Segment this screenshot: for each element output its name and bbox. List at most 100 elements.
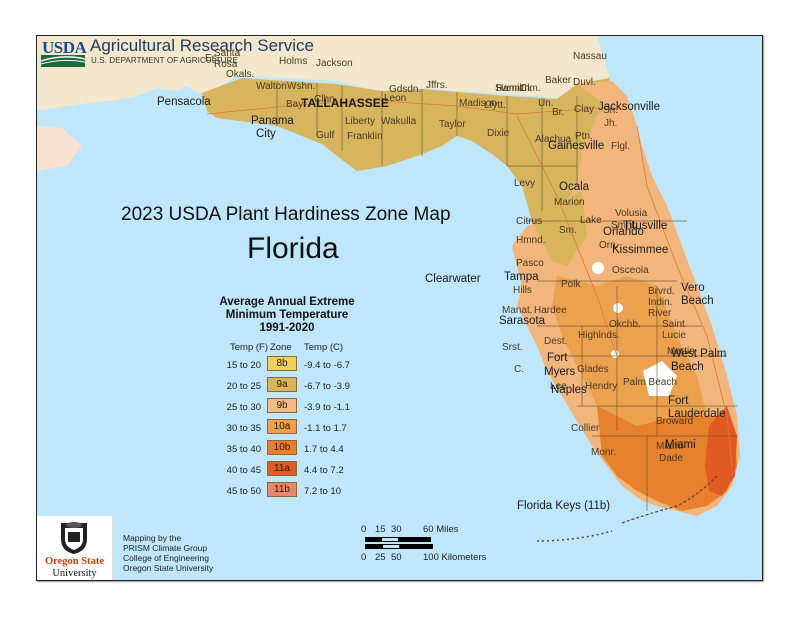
county-label: Bay xyxy=(286,99,304,110)
county-label: Duvl. xyxy=(573,77,596,88)
osu-beaver-shield-icon xyxy=(61,522,87,554)
scale-miles-30: 30 xyxy=(391,524,402,535)
osu-university: University xyxy=(52,568,97,579)
county-label: Baker xyxy=(545,75,572,86)
county-label: Wakulla xyxy=(381,116,417,127)
county-label: Flgl. xyxy=(611,141,630,152)
legend-temp-f: 40 to 45 xyxy=(226,465,261,476)
county-label: Indin. xyxy=(648,297,673,308)
legend-temp-f: 35 to 40 xyxy=(226,444,261,455)
county-label: Santa xyxy=(214,48,241,59)
county-label: Marion xyxy=(554,197,585,208)
county-label: C. xyxy=(514,364,524,375)
florida-hardiness-map xyxy=(37,36,762,542)
legend-swatch-9a: 9a xyxy=(267,377,297,392)
county-label: Glades xyxy=(577,364,609,375)
legend-row-10a: 30 to 35 10a -1.1 to 1.7 xyxy=(197,419,377,440)
city-label: Beach xyxy=(681,295,714,307)
county-label: Polk xyxy=(561,279,581,290)
scale-km-bar xyxy=(365,544,433,549)
legend-col-f: Temp (F) xyxy=(230,342,268,353)
legend-swatch-9b: 9b xyxy=(267,398,297,413)
legend-temp-c: 4.4 to 7.2 xyxy=(304,465,344,476)
city-label: Beach xyxy=(671,361,704,373)
scale-km-100: 100 Kilometers xyxy=(423,552,487,563)
city-label: Orlando xyxy=(603,226,644,238)
osu-logo: Oregon State University xyxy=(37,516,113,580)
legend-row-11a: 40 to 45 11a 4.4 to 7.2 xyxy=(197,461,377,482)
county-label: Jackson xyxy=(316,58,353,69)
legend-temp-f: 30 to 35 xyxy=(226,423,261,434)
county-label: Dixie xyxy=(487,128,510,139)
header: USDA Agricultural Research Service U.S. … xyxy=(37,36,762,68)
county-label: Okchb. xyxy=(609,319,641,330)
scale-miles-60: 60 Miles xyxy=(423,524,459,535)
legend-title-line2: Minimum Temperature xyxy=(225,309,349,321)
county-label: Okals. xyxy=(226,69,255,80)
legend-temp-c: 1.7 to 4.4 xyxy=(304,444,344,455)
county-label: Sn. xyxy=(603,105,619,116)
county-label: Es. xyxy=(205,53,220,64)
legend-swatch-8b: 8b xyxy=(267,356,297,371)
legend-temp-f: 45 to 50 xyxy=(226,486,261,497)
county-label: Saint xyxy=(662,319,685,330)
county-label: Liberty xyxy=(345,116,376,127)
city-label: Kissimmee xyxy=(612,244,669,256)
county-label: Holms xyxy=(279,56,308,67)
county-label: Rosa xyxy=(214,59,238,70)
legend-temp-f: 15 to 20 xyxy=(226,360,261,371)
legend-swatch-11b: 11b xyxy=(267,482,297,497)
legend-title-line3: 1991-2020 xyxy=(259,322,315,334)
city-label: Myers xyxy=(544,366,576,378)
county-label: Hendry xyxy=(585,381,618,392)
county-label: Walton xyxy=(256,81,287,92)
credits: Mapping by the PRISM Climate Group Colle… xyxy=(123,533,213,573)
county-label: Jh. xyxy=(604,118,618,129)
legend-temp-c: -6.7 to -3.9 xyxy=(304,381,350,392)
county-label: Orn. xyxy=(599,240,619,251)
city-label: Titusville xyxy=(623,220,668,232)
county-label: Gulf xyxy=(316,130,335,141)
county-label: Lucie xyxy=(662,330,686,341)
org-subtitle: U.S. DEPARTMENT OF AGRICULTURE xyxy=(91,56,238,65)
county-label: Hardee xyxy=(534,305,567,316)
city-label: Fort xyxy=(547,352,568,364)
county-label: Osceola xyxy=(612,265,649,276)
usda-logo: USDA xyxy=(39,37,87,67)
usda-logo-text: USDA xyxy=(42,38,87,57)
county-label: Hmnd. xyxy=(516,235,546,246)
credit-line: College of Engineering xyxy=(123,553,210,563)
legend-temp-f: 25 to 30 xyxy=(226,402,261,413)
county-label: Levy xyxy=(514,178,536,189)
city-label: Clearwater xyxy=(425,273,481,285)
county-label: Sm. xyxy=(559,225,577,236)
legend-row-9b: 25 to 30 9b -3.9 to -1.1 xyxy=(197,398,377,419)
city-label: Jacksonville xyxy=(598,101,660,113)
county-label: Wshn. xyxy=(287,81,316,92)
county-label: Ptn. xyxy=(575,131,593,142)
scale-miles-bar xyxy=(365,537,431,542)
city-label: Gainesville xyxy=(548,140,605,152)
usda-hills-icon xyxy=(41,55,85,67)
county-label: Manat. xyxy=(502,305,533,316)
org-title: Agricultural Research Service xyxy=(90,36,314,55)
county-label: Volusia xyxy=(615,208,648,219)
county-label: Gdsdn. xyxy=(389,84,422,95)
county-label: Alachua xyxy=(535,134,572,145)
city-label: West Palm xyxy=(671,348,727,360)
county-label: River xyxy=(648,308,672,319)
legend-temp-f: 20 to 25 xyxy=(226,381,261,392)
credit-line: Oregon State University xyxy=(123,563,214,573)
city-label: Ocala xyxy=(559,181,590,193)
county-label: Srst. xyxy=(502,342,523,353)
legend-swatch-10b: 10b xyxy=(267,440,297,455)
county-label: Dade xyxy=(659,453,683,464)
county-label: Clhn. xyxy=(314,94,338,105)
county-label: Lee xyxy=(550,381,567,392)
legend-rows: 15 to 20 8b -9.4 to -6.7 20 to 25 9a -6.… xyxy=(197,356,377,503)
county-label: Highlnds. xyxy=(578,330,620,341)
city-label: Panama xyxy=(251,115,294,127)
city-label: Lauderdale xyxy=(668,408,726,420)
county-label: Jffrs. xyxy=(426,80,448,91)
legend: Average Annual Extreme Minimum Temperatu… xyxy=(197,296,377,503)
